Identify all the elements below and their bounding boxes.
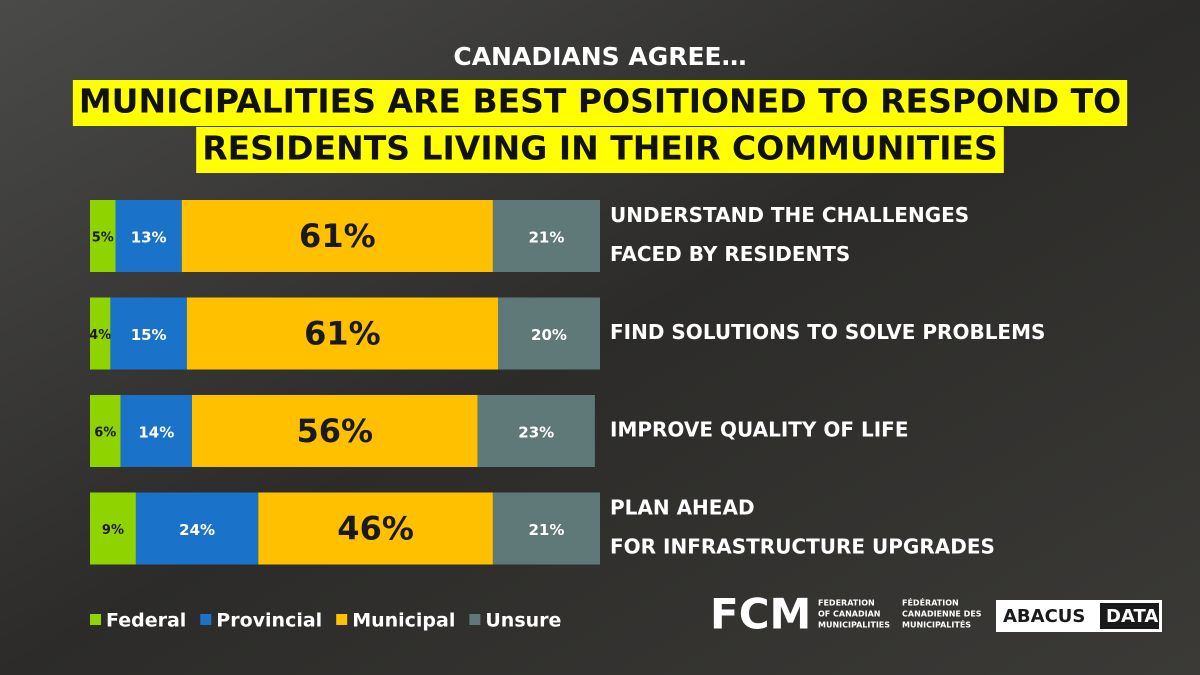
data-label: 23% — [518, 424, 554, 442]
bar-segment — [90, 297, 111, 370]
bar-segment — [90, 395, 121, 467]
legend-label: Federal — [106, 610, 186, 632]
category-label: UNDERSTAND THE CHALLENGES — [610, 203, 969, 227]
logo-text: MUNICIPALITIES — [818, 621, 890, 630]
bar-segment — [115, 200, 182, 272]
abacus-logo: ABACUS DATA — [996, 600, 1162, 632]
bar-segment — [90, 492, 136, 565]
data-label: 6% — [94, 426, 116, 441]
bar-segment — [477, 395, 595, 467]
logo-text: DATA — [1106, 606, 1158, 627]
bar-segment — [120, 395, 192, 467]
category-label: FIND SOLUTIONS TO SOLVE PROBLEMS — [610, 320, 1045, 344]
logo-text: OF CANADIAN — [818, 610, 881, 619]
data-label: 61% — [299, 217, 376, 255]
bar-segment — [90, 200, 116, 272]
bar-segment — [492, 492, 600, 565]
logo-text: FÉDÉRATION — [902, 597, 959, 608]
legend-label: Provincial — [216, 610, 322, 632]
data-label: 4% — [89, 328, 111, 343]
data-label: 20% — [531, 326, 567, 344]
data-label: 46% — [337, 510, 414, 548]
bar-segment — [492, 200, 600, 272]
logo-text: MUNICIPALITÉS — [902, 619, 971, 630]
logo-text: FEDERATION — [818, 599, 875, 608]
category-label: PLAN AHEAD — [610, 496, 755, 520]
title-highlight — [196, 127, 1004, 173]
data-label: 15% — [131, 326, 167, 344]
title-highlight — [72, 80, 1128, 126]
category-label: FOR INFRASTRUCTURE UPGRADES — [610, 535, 995, 559]
bar-segment — [110, 297, 187, 370]
legend-swatch — [336, 614, 348, 625]
chart-subtitle: CANADIANS AGREE… — [453, 42, 746, 71]
data-label: 9% — [102, 523, 124, 538]
bar-segment — [135, 492, 259, 565]
logo-box — [1100, 603, 1159, 629]
legend-swatch — [90, 614, 101, 625]
data-label: 61% — [304, 315, 381, 353]
chart-title: MUNICIPALITIES ARE BEST POSITIONED TO RE… — [79, 82, 1121, 121]
data-label: 24% — [179, 521, 215, 539]
bar-segment — [186, 297, 498, 370]
data-label: 56% — [297, 412, 374, 450]
bar-segment — [258, 492, 493, 565]
legend-label: Unsure — [485, 610, 561, 632]
data-label: 21% — [528, 521, 564, 539]
logo-text: ABACUS — [1003, 606, 1085, 627]
data-label: 13% — [131, 229, 167, 247]
logo-text: FCM — [710, 590, 811, 639]
fcm-logo: FCM FEDERATION OF CANADIAN MUNICIPALITIE… — [710, 590, 982, 639]
bar-segment — [192, 395, 478, 467]
legend-label: Municipal — [352, 610, 455, 632]
chart-title: RESIDENTS LIVING IN THEIR COMMUNITIES — [202, 129, 998, 168]
bar-segment — [498, 297, 600, 370]
legend-swatch — [200, 614, 212, 625]
category-label: IMPROVE QUALITY OF LIFE — [610, 418, 909, 442]
legend-swatch — [469, 614, 481, 625]
data-label: 14% — [138, 424, 174, 442]
bar-segment — [181, 200, 493, 272]
data-label: 21% — [528, 229, 564, 247]
data-label: 5% — [92, 231, 114, 246]
logo-text: CANADIENNE DES — [902, 610, 982, 619]
category-label: FACED BY RESIDENTS — [610, 242, 850, 266]
